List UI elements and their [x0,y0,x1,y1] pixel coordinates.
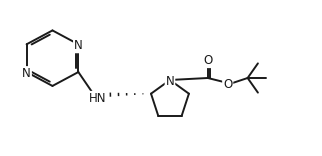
Text: N: N [74,39,83,52]
Text: O: O [223,78,232,91]
Text: N: N [166,75,174,88]
Text: N: N [22,67,31,80]
Text: HN: HN [89,92,106,105]
Text: O: O [203,54,213,67]
